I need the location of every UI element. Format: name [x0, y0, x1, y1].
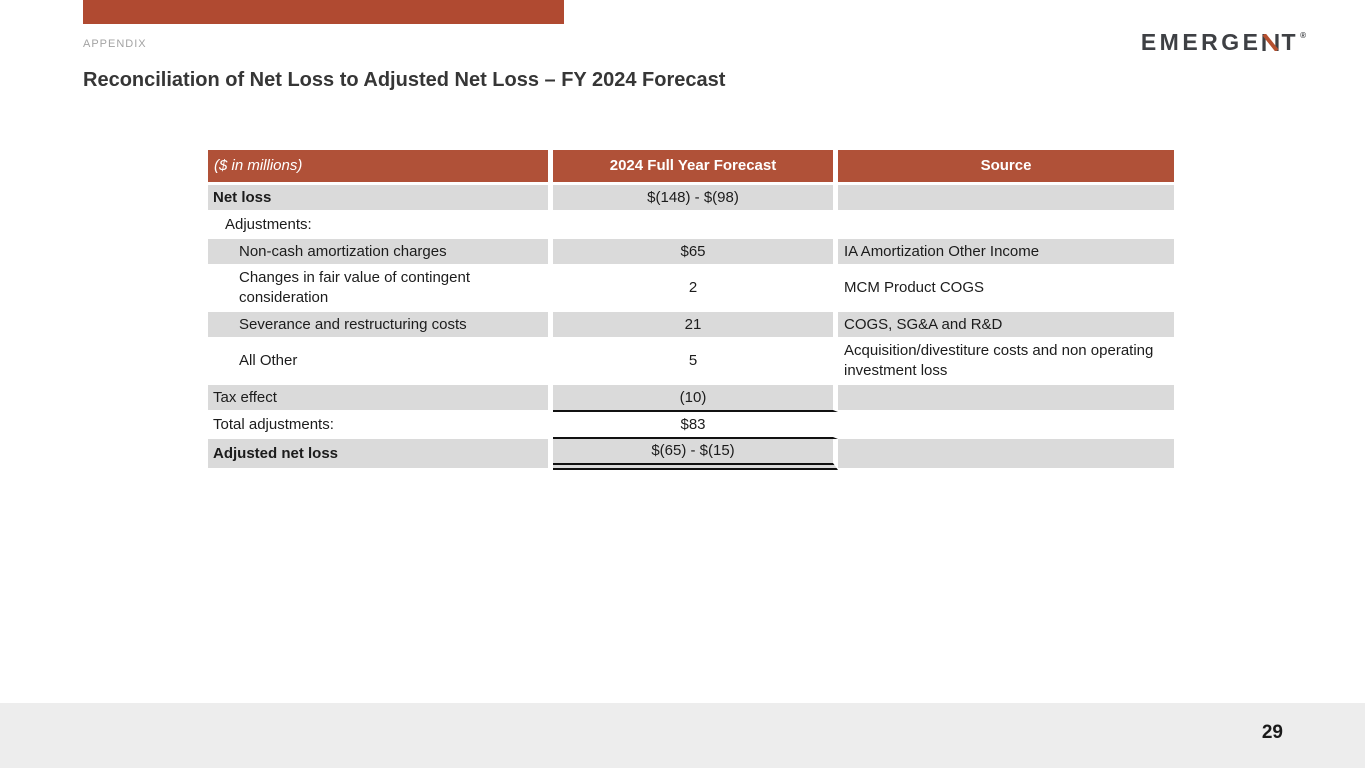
page-number: 29	[1261, 722, 1283, 743]
footer-bar: 29	[0, 703, 1365, 768]
table-row: Adjusted net loss $(65) - $(15)	[208, 439, 1174, 470]
row-value: 5	[553, 339, 838, 385]
row-value: (10)	[553, 385, 838, 412]
table-row: Total adjustments: $83	[208, 412, 1174, 439]
table-header-row: ($ in millions) 2024 Full Year Forecast …	[208, 150, 1174, 185]
table-row: Non-cash amortization charges $65 IA Amort…	[208, 239, 1174, 266]
row-source: COGS, SG&A and R&D	[838, 312, 1174, 339]
row-label: Tax effect	[208, 385, 553, 412]
logo-n-icon	[1261, 34, 1279, 51]
row-value	[553, 212, 838, 239]
row-label: Net loss	[208, 185, 553, 212]
column-header-source: Source	[838, 150, 1174, 185]
column-header-forecast: 2024 Full Year Forecast	[553, 150, 838, 185]
reconciliation-table-container: ($ in millions) 2024 Full Year Forecast …	[208, 150, 1174, 470]
accent-bar	[83, 0, 564, 24]
row-value: $65	[553, 239, 838, 266]
table-row: Net loss $(148) - $(98)	[208, 185, 1174, 212]
row-source	[838, 212, 1174, 239]
row-label: All Other	[208, 339, 553, 385]
emergent-logo: EMERGE T®	[1141, 29, 1306, 56]
table-row: Tax effect (10)	[208, 385, 1174, 412]
row-value: $83	[553, 412, 838, 439]
row-source	[838, 385, 1174, 412]
row-label: Total adjustments:	[208, 412, 553, 439]
column-header-millions: ($ in millions)	[208, 150, 553, 185]
row-label: Non-cash amortization charges	[208, 239, 553, 266]
row-source: Acquisition/divestiture costs and non op…	[838, 339, 1174, 385]
table-row: Adjustments:	[208, 212, 1174, 239]
reconciliation-table: ($ in millions) 2024 Full Year Forecast …	[208, 150, 1174, 470]
row-source: MCM Product COGS	[838, 266, 1174, 312]
row-label: Changes in fair value of contingent cons…	[208, 266, 553, 312]
row-value: 21	[553, 312, 838, 339]
row-source	[838, 412, 1174, 439]
row-source: IA Amortization Other Income	[838, 239, 1174, 266]
row-label: Adjustments:	[208, 212, 553, 239]
row-source	[838, 185, 1174, 212]
table-row: Severance and restructuring costs 21 COGS,…	[208, 312, 1174, 339]
logo-text-before-n: EMERGE	[1140, 29, 1262, 55]
section-label: APPENDIX	[83, 38, 147, 50]
row-value: $(65) - $(15)	[553, 439, 838, 470]
registered-trademark: ®	[1300, 31, 1306, 40]
table-row: All Other 5 Acquisition/divestiture costs …	[208, 339, 1174, 385]
row-label: Severance and restructuring costs	[208, 312, 553, 339]
row-value: $(148) - $(98)	[553, 185, 838, 212]
row-label: Adjusted net loss	[208, 439, 553, 470]
row-source	[838, 439, 1174, 470]
logo-text-after-n: T	[1281, 29, 1300, 55]
page-title: Reconciliation of Net Loss to Adjusted N…	[83, 69, 726, 91]
row-value: 2	[553, 266, 838, 312]
table-row: Changes in fair value of contingent cons…	[208, 266, 1174, 312]
